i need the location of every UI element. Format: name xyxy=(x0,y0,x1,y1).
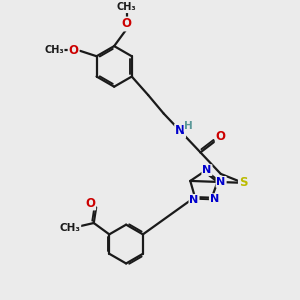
Text: S: S xyxy=(239,176,248,189)
Text: N: N xyxy=(189,195,199,205)
Text: H: H xyxy=(184,122,193,131)
Text: N: N xyxy=(202,165,212,175)
Text: CH₃: CH₃ xyxy=(59,223,80,233)
Text: O: O xyxy=(69,44,79,57)
Text: N: N xyxy=(210,194,219,204)
Text: N: N xyxy=(217,177,226,187)
Text: O: O xyxy=(216,130,226,143)
Text: O: O xyxy=(122,17,132,31)
Text: N: N xyxy=(175,124,185,137)
Text: O: O xyxy=(85,196,95,209)
Text: CH₃: CH₃ xyxy=(117,2,136,12)
Text: CH₃: CH₃ xyxy=(44,45,64,55)
